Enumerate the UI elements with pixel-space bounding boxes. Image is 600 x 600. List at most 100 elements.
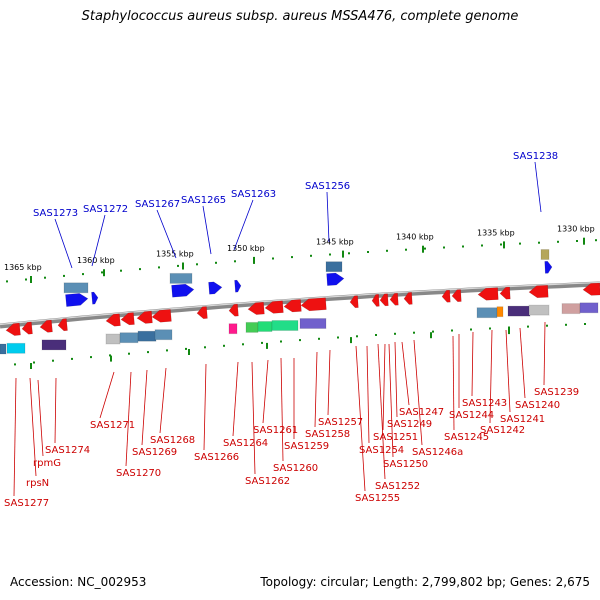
- reverse-gene-label: SAS1255: [355, 493, 400, 504]
- inner-ruler-dot: [470, 328, 472, 331]
- reverse-gene-label: SAS1239: [534, 387, 579, 398]
- reverse-gene-leader-line: [489, 329, 493, 424]
- reverse-gene-leader-line: [505, 329, 511, 413]
- reverse-gene-leader-line: [203, 363, 207, 451]
- reverse-gene-leader-line: [471, 331, 474, 397]
- reverse-gene-label: SAS1245: [444, 432, 489, 443]
- ruler-dot: [139, 268, 141, 271]
- reverse-gene-leader-line: [37, 379, 44, 457]
- inner-ruler-dot: [584, 323, 586, 325]
- inner-ruler-dot: [394, 332, 396, 335]
- reverse-gene-label: SAS1261: [253, 425, 298, 436]
- accession-text: Accession: NC_002953: [10, 575, 147, 589]
- forward-gene-arrow: [171, 283, 195, 298]
- reverse-gene-label: SAS1243: [462, 398, 507, 409]
- ruler-dot: [101, 271, 103, 274]
- reverse-domain-box: [6, 342, 26, 354]
- inner-ruler-dot: [432, 330, 434, 333]
- genome-summary-text: Topology: circular; Length: 2,799,802 bp…: [260, 575, 590, 589]
- inner-ruler-dot: [242, 343, 244, 346]
- reverse-gene-leader-line: [327, 349, 331, 416]
- reverse-gene-leader-line: [382, 343, 386, 431]
- inner-ruler-dot: [261, 341, 263, 344]
- ruler-major-tick: [103, 269, 105, 277]
- inner-ruler-dot: [508, 326, 510, 329]
- forward-gene-leader-line: [202, 205, 212, 255]
- inner-ruler-dot: [337, 336, 339, 339]
- ruler-dot: [44, 276, 46, 279]
- ruler-dot: [120, 269, 122, 272]
- reverse-gene-leader-line: [99, 371, 115, 419]
- ruler-dot: [82, 273, 84, 276]
- reverse-gene-arrow: [371, 294, 380, 307]
- reverse-domain-box: [0, 343, 7, 355]
- reverse-gene-arrow: [451, 289, 462, 302]
- inner-ruler-dot: [546, 324, 548, 327]
- reverse-gene-label: SAS1250: [383, 459, 428, 470]
- reverse-gene-label: SAS1251: [373, 432, 418, 443]
- reverse-gene-leader-line: [377, 343, 386, 480]
- reverse-gene-arrow: [151, 309, 172, 323]
- reverse-gene-leader-line: [394, 341, 398, 418]
- ruler-tick-label: 1335 kbp: [477, 228, 515, 237]
- inner-ruler-dot: [147, 351, 149, 354]
- reverse-gene-leader-line: [13, 377, 17, 497]
- reverse-gene-label: SAS1247: [399, 407, 444, 418]
- ruler-dot: [25, 278, 27, 281]
- ruler-dot: [538, 241, 540, 244]
- reverse-gene-leader-line: [401, 341, 410, 406]
- reverse-gene-leader-line: [388, 343, 394, 458]
- forward-gene-label: SAS1238: [513, 151, 558, 162]
- inner-ruler-dot: [166, 349, 168, 352]
- forward-gene-leader-line: [326, 191, 330, 243]
- reverse-gene-arrow: [136, 310, 153, 324]
- inner-ruler-dot: [128, 352, 130, 355]
- reverse-gene-leader-line: [366, 345, 370, 444]
- reverse-gene-leader-line: [54, 377, 57, 444]
- reverse-gene-arrow: [57, 318, 68, 332]
- reverse-gene-label: SAS1270: [116, 468, 161, 479]
- reverse-gene-arrow: [528, 284, 549, 298]
- ruler-tick-label: 1330 kbp: [557, 225, 595, 234]
- ruler-major-tick: [182, 262, 184, 270]
- reverse-gene-label: SAS1266: [194, 452, 239, 463]
- reverse-domain-box: [245, 321, 259, 333]
- inner-ruler-dot: [375, 334, 377, 336]
- reverse-gene-arrow: [441, 289, 451, 303]
- inner-ruler-dot: [356, 335, 358, 338]
- reverse-gene-arrow: [349, 295, 359, 309]
- inner-ruler-dot: [185, 347, 187, 350]
- ruler-tick-label: 1345 kbp: [316, 238, 354, 247]
- reverse-gene-leader-line: [519, 327, 526, 399]
- reverse-gene-label: SAS1262: [245, 476, 290, 487]
- ruler-dot: [272, 257, 274, 260]
- reverse-gene-leader-line: [251, 361, 256, 475]
- reverse-domain-box: [507, 305, 531, 317]
- inner-ruler-tick: [110, 355, 112, 362]
- reverse-gene-arrow: [477, 287, 499, 301]
- reverse-gene-label: SAS1269: [132, 447, 177, 458]
- reverse-domain-box: [154, 329, 173, 341]
- reverse-gene-label: SAS1257: [318, 417, 363, 428]
- inner-ruler-dot: [204, 346, 206, 349]
- reverse-gene-leader-line: [262, 359, 269, 424]
- reverse-gene-leader-line: [452, 335, 455, 431]
- ruler-dot: [462, 245, 464, 248]
- reverse-gene-leader-line: [314, 351, 318, 428]
- reverse-gene-arrow: [264, 300, 284, 314]
- reverse-domain-box: [257, 321, 273, 332]
- ruler-dot: [481, 244, 483, 247]
- reverse-gene-label: rpsN: [26, 478, 49, 489]
- reverse-gene-label: SAS1271: [90, 420, 135, 431]
- ruler-dot: [158, 266, 160, 269]
- forward-domain-box: [325, 261, 343, 273]
- reverse-gene-arrow: [105, 313, 121, 327]
- reverse-gene-leader-line: [159, 367, 167, 434]
- reverse-gene-leader-line: [125, 371, 132, 467]
- forward-domain-box: [63, 282, 89, 294]
- reverse-domain-box: [137, 330, 157, 342]
- inner-ruler-dot: [451, 329, 453, 332]
- ruler-dot: [348, 252, 350, 255]
- reverse-gene-label: SAS1240: [515, 400, 560, 411]
